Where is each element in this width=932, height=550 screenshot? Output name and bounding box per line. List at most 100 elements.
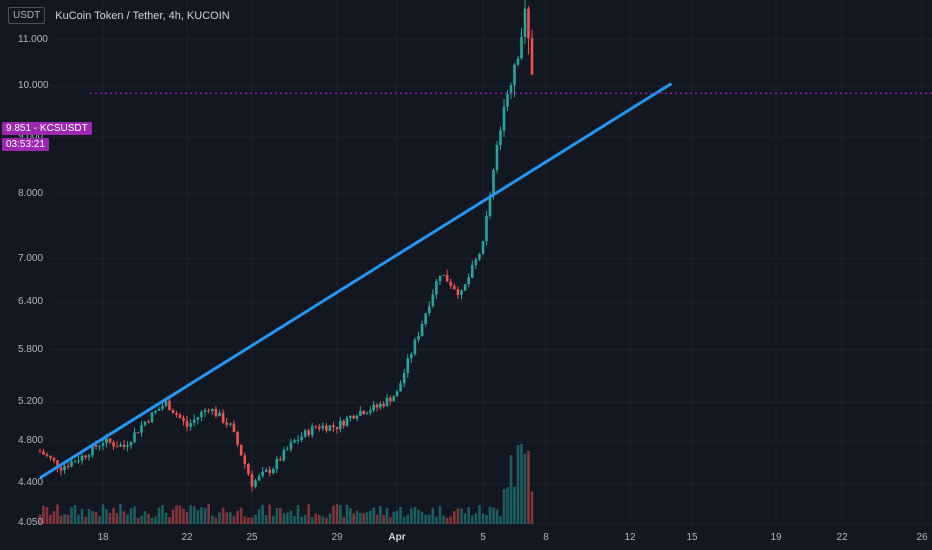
currency-badge[interactable]: USDT: [8, 7, 46, 24]
candle-body: [196, 417, 200, 420]
candle-body: [470, 265, 474, 278]
candle-body: [431, 294, 435, 307]
candle-body: [449, 281, 453, 286]
candle-body: [101, 443, 105, 446]
volume-bar: [189, 505, 192, 524]
volume-bar: [225, 512, 229, 524]
candle-body: [140, 425, 143, 433]
candle-body: [232, 423, 236, 432]
candle-body: [478, 253, 481, 260]
candle-body: [321, 425, 325, 429]
candle-body: [42, 451, 45, 455]
candle-body: [70, 461, 73, 467]
y-tick-label: 4.400: [18, 477, 44, 489]
candle-body: [122, 444, 126, 447]
candle-body: [523, 8, 527, 37]
symbol-title: KuCoin Token / Tether, 4h, KUCOIN: [55, 9, 230, 22]
volume-bar: [105, 509, 108, 524]
candle-body: [175, 413, 178, 415]
volume-bar: [345, 504, 349, 524]
candle-body: [105, 438, 108, 444]
trendline[interactable]: [39, 82, 673, 480]
candle-body: [185, 420, 189, 427]
candle-body: [178, 414, 182, 419]
volume-bar: [171, 509, 175, 524]
candle-body: [435, 281, 438, 295]
volume-bar: [178, 505, 182, 524]
volume-bar: [140, 515, 143, 524]
candle-body: [49, 455, 52, 458]
candle-body: [143, 421, 147, 426]
candle-body: [463, 284, 467, 291]
candle-body: [460, 290, 463, 295]
candle-body: [247, 463, 250, 475]
candle-body: [481, 241, 485, 254]
volume-bar: [275, 508, 279, 524]
volume-bar: [175, 505, 178, 524]
volume-bar: [289, 510, 293, 524]
candle-body: [257, 475, 261, 481]
volume-bar: [369, 510, 372, 524]
volume-bar: [520, 443, 523, 524]
volume-bar: [59, 515, 63, 524]
volume-bar: [129, 508, 133, 524]
candle-body: [399, 383, 402, 392]
volume-bar: [445, 517, 449, 524]
volume-bar: [317, 514, 321, 524]
volume-bar: [435, 516, 438, 524]
candle-body: [389, 397, 392, 402]
y-tick-label: 6.400: [18, 296, 44, 307]
candle-body: [303, 430, 307, 437]
candle-countdown: 03:53:21: [2, 138, 49, 151]
candle-body: [282, 450, 286, 461]
y-tick-label: 9.000: [18, 130, 44, 142]
candle-body: [136, 432, 140, 434]
volume-bar: [516, 445, 520, 524]
y-tick-label: 10.000: [18, 80, 49, 91]
candle-body: [438, 275, 442, 282]
volume-bar: [375, 514, 379, 524]
y-tick-label: 5.200: [18, 396, 44, 408]
volume-bar: [470, 515, 474, 524]
volume-bar: [185, 512, 189, 524]
volume-bar: [126, 514, 129, 524]
volume-bars: [38, 443, 534, 524]
volume-bar: [303, 514, 307, 524]
x-tick-label: 19: [770, 532, 782, 543]
volume-bar: [236, 510, 239, 524]
candle-body: [133, 432, 136, 443]
x-tick-label: 29: [331, 532, 343, 543]
candle-body: [420, 323, 424, 337]
volume-bar: [502, 489, 506, 524]
candle-body: [385, 397, 389, 406]
candle-body: [395, 391, 399, 397]
candle-body: [91, 444, 94, 456]
candle-body: [359, 410, 362, 416]
candle-body: [310, 426, 314, 436]
candle-body: [424, 313, 427, 324]
volume-bar: [449, 516, 453, 524]
volume-bar: [339, 505, 342, 524]
volume-bar: [442, 515, 445, 524]
candle-body: [38, 451, 42, 453]
volume-bar: [420, 511, 424, 524]
volume-bar: [307, 504, 310, 524]
candle-body: [189, 423, 192, 427]
volume-bar: [286, 512, 289, 524]
volume-bar: [196, 510, 200, 524]
y-tick-label: 4.800: [18, 435, 44, 447]
volume-bar: [293, 516, 296, 524]
candle-body: [45, 454, 49, 456]
volume-bar: [157, 507, 161, 524]
volume-bar: [499, 516, 502, 524]
volume-bar: [268, 504, 272, 524]
volume-bar: [133, 506, 136, 524]
x-tick-label: 22: [836, 532, 848, 543]
candle-body: [84, 455, 87, 458]
candle-body: [467, 277, 470, 285]
candle-body: [369, 410, 372, 413]
candle-body: [339, 420, 342, 430]
candle-body: [98, 445, 101, 447]
volume-bar: [161, 504, 164, 524]
